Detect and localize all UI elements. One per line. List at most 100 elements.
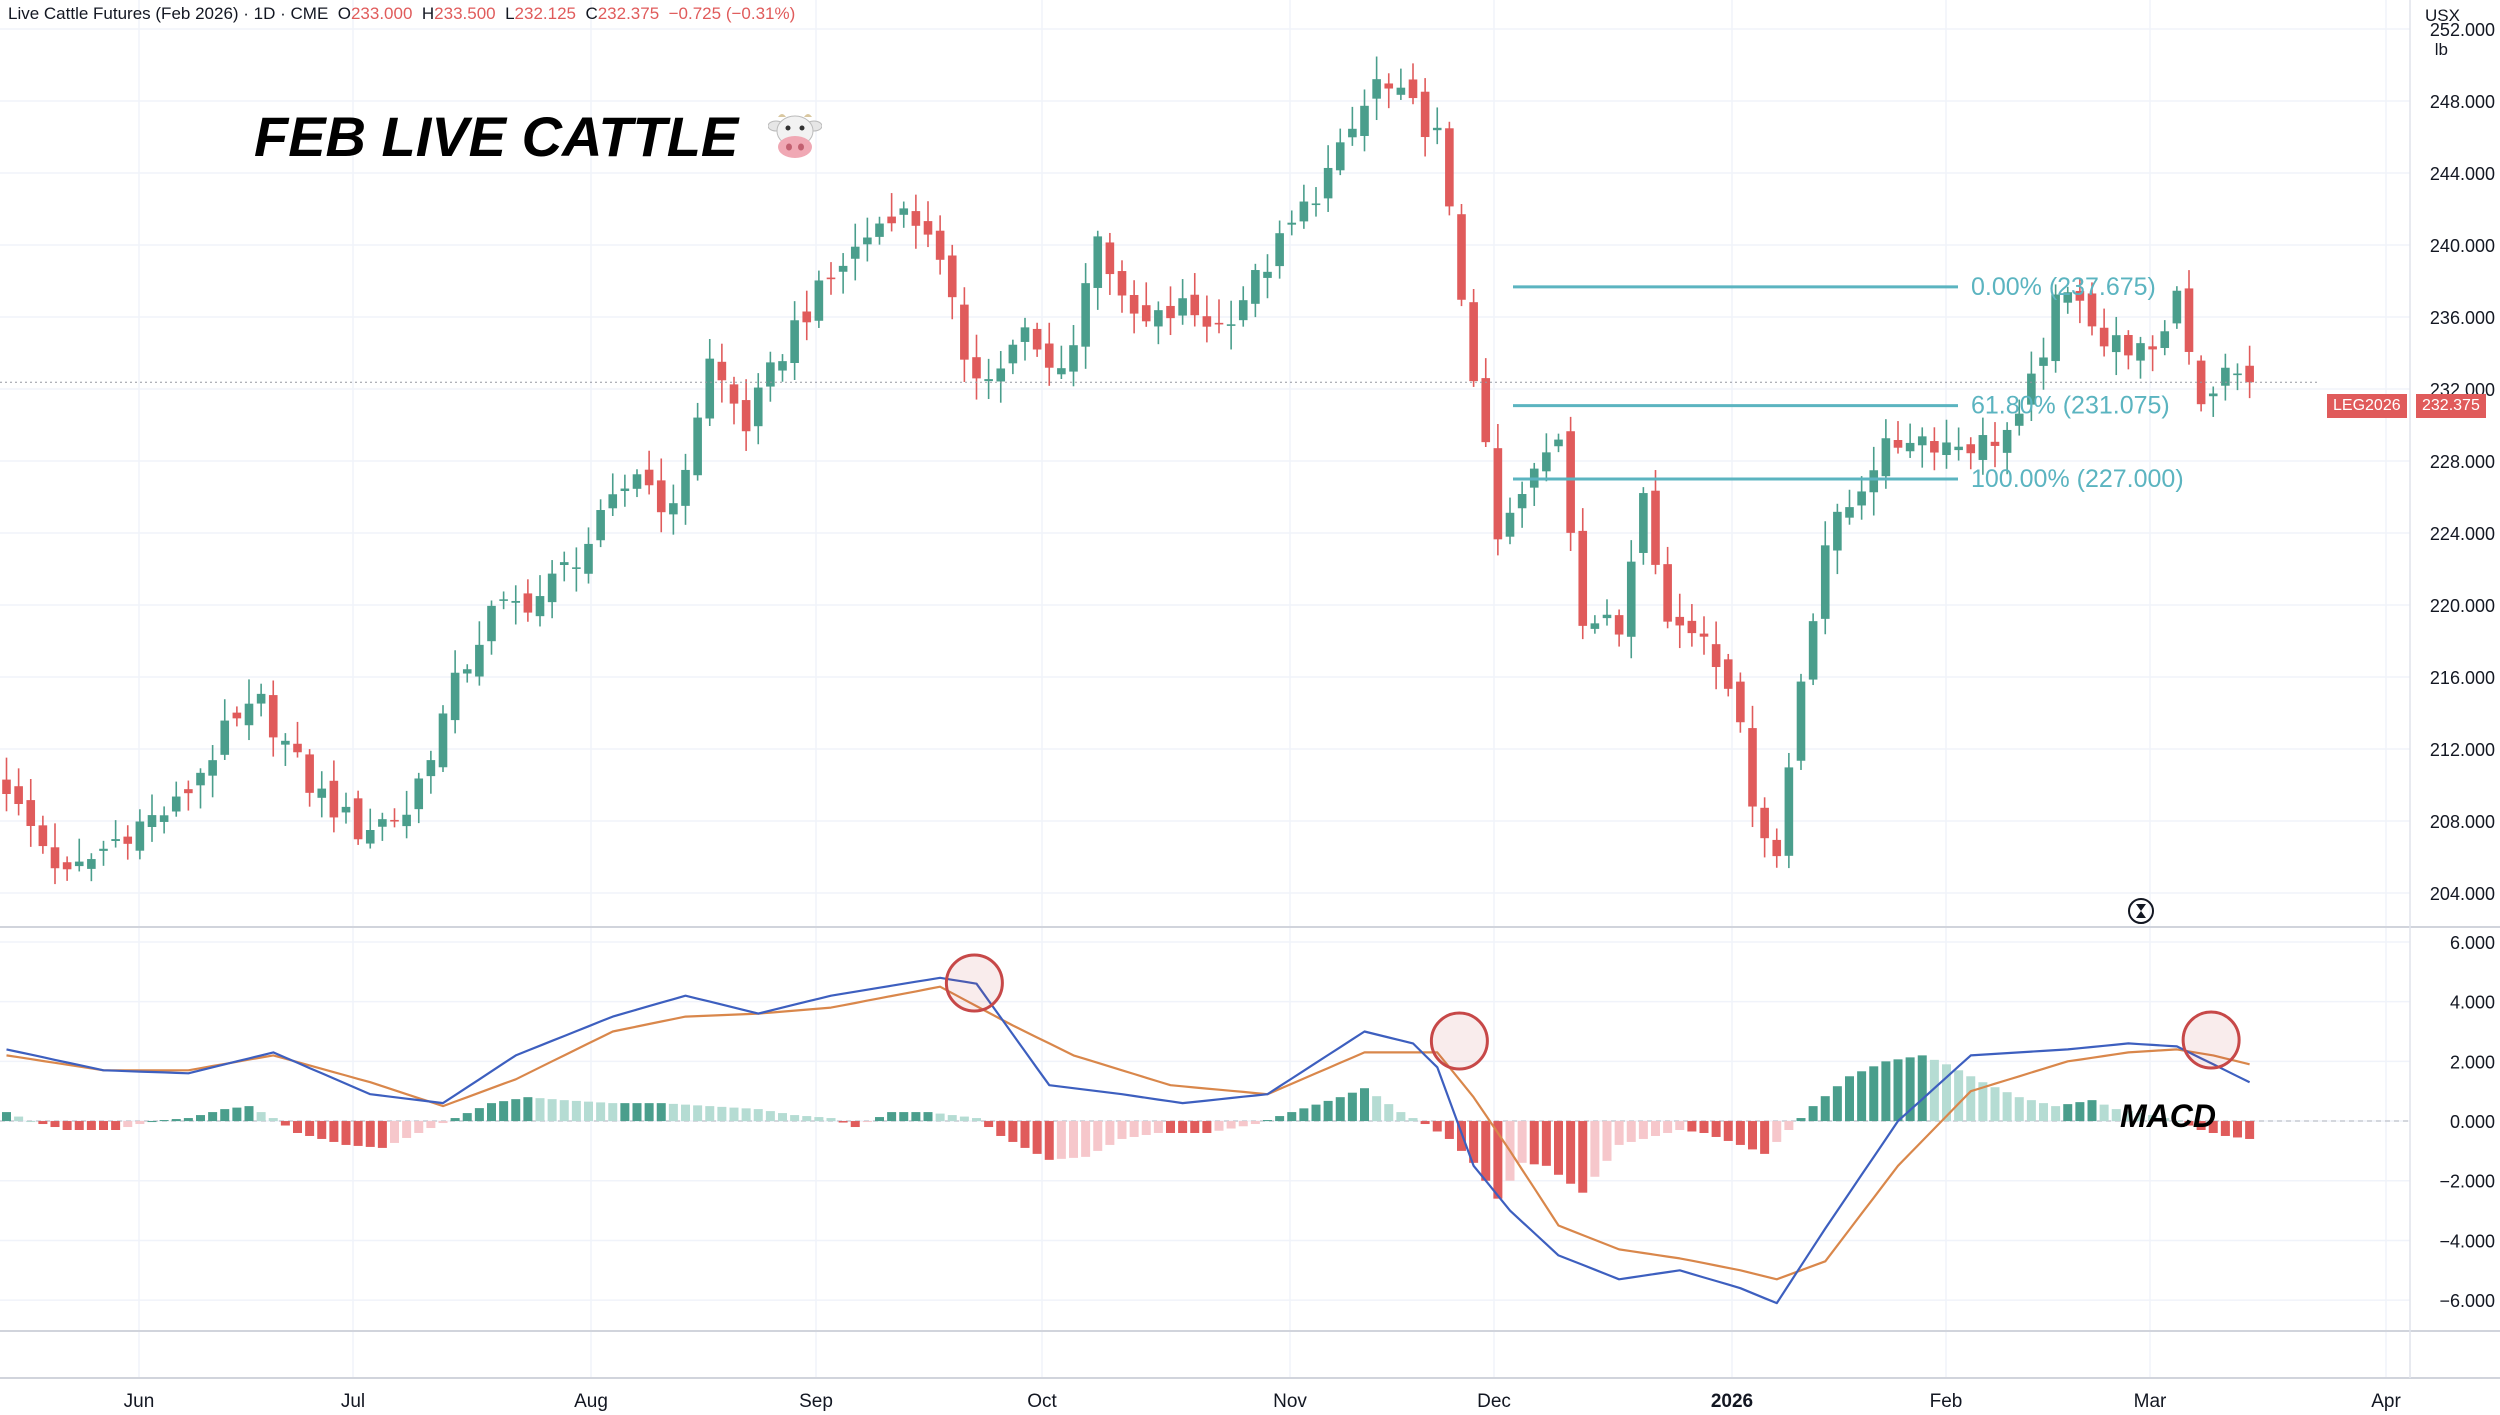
candle [778,354,787,382]
candle [1566,416,1575,552]
histogram-bar [862,1121,872,1123]
candle-body [1845,507,1854,518]
candle [960,287,969,382]
histogram-bar [2148,1115,2158,1122]
candle-body [899,208,909,215]
candle [499,591,508,610]
candle [1360,89,1369,152]
candle [462,664,472,683]
candle-body [1420,91,1430,138]
candle [572,547,581,592]
price-axis-tick: 212.000 [2430,740,2495,760]
candle [123,825,133,860]
candle-body [1335,142,1345,171]
candle [1820,521,1830,635]
candle-body [2148,346,2157,350]
candle-body [1469,302,1478,382]
histogram-bar [1529,1121,1539,1165]
candle-body [681,469,690,506]
histogram-bar [632,1103,642,1122]
histogram-bar [1056,1121,1066,1159]
candle [1493,424,1503,556]
histogram-bar [1784,1121,1794,1130]
candle [438,705,448,772]
candle-body [875,223,884,237]
price-axis-tick: 216.000 [2430,668,2495,688]
histogram-bar [280,1121,290,1126]
histogram-bar [305,1121,315,1136]
time-axis-tick: Feb [1930,1391,1963,1412]
candle-body [1348,128,1357,138]
price-axis-tick: 204.000 [2430,884,2495,904]
candle-body [14,786,23,805]
histogram-bar [1687,1121,1697,1132]
candle-body [74,861,84,867]
candle [1602,599,1612,626]
candle-body [1202,316,1212,327]
candle-body [1711,644,1721,668]
candle [1578,508,1588,640]
candle [487,600,496,655]
histogram-bar [1638,1121,1648,1139]
candle [2051,284,2060,373]
candle [196,768,205,809]
candle-body [620,488,630,492]
histogram-bar [208,1112,218,1122]
histogram-bar [1008,1121,1018,1142]
histogram-bar [1554,1121,1563,1175]
candle [2136,336,2145,379]
candle [475,621,484,686]
histogram-bar [2233,1121,2242,1138]
candle-body [317,788,327,798]
candle-body [50,847,60,869]
histogram-bar [887,1112,897,1122]
histogram-bar [1444,1121,1454,1139]
candle-body [2160,331,2170,348]
candle [1044,322,1054,386]
candle [1214,299,1224,334]
low-value: 232.125 [514,4,576,23]
candle-body [341,806,351,813]
candle [1057,345,1066,380]
time-axis-tick: Dec [1477,1391,1511,1412]
histogram-bar [1044,1121,1054,1160]
time-axis-tick: Apr [2371,1391,2401,1412]
candle-body [305,754,314,793]
candle [87,853,96,882]
unit-label[interactable]: lb [2434,40,2448,59]
candle-body [1190,294,1200,316]
candle-body [608,494,618,509]
histogram-bar [244,1106,254,1122]
histogram-bar [923,1112,933,1122]
candle [1893,421,1903,454]
time-axis-tick: Sep [799,1391,833,1412]
histogram-bar [2136,1113,2145,1122]
histogram-bar [1432,1121,1442,1132]
candle-body [523,593,533,613]
histogram-bar [86,1121,96,1130]
currency-label[interactable]: USX [2425,6,2460,25]
candle-body [1493,448,1503,540]
candle-body [1372,79,1381,99]
crossover-circle [2181,1010,2241,1070]
histogram-bar [1214,1121,1224,1131]
macd-axis-tick: 6.000 [2450,933,2495,953]
candle [2208,386,2218,417]
histogram-bar [1651,1121,1660,1136]
candle-body [244,703,254,726]
candle-body [2172,290,2182,324]
candle [656,458,666,533]
candle-body [1626,561,1636,637]
candle [1966,437,1976,470]
histogram-bar [377,1121,387,1148]
histogram-bar [1917,1055,1927,1122]
histogram-bar [123,1121,133,1128]
candle-body [1129,294,1139,314]
histogram-bar [559,1100,569,1122]
price-axis-tick: 208.000 [2430,812,2495,832]
candle [317,771,327,818]
candle-body [1881,438,1891,477]
candle-body [1966,444,1976,454]
histogram-bar [814,1117,824,1122]
